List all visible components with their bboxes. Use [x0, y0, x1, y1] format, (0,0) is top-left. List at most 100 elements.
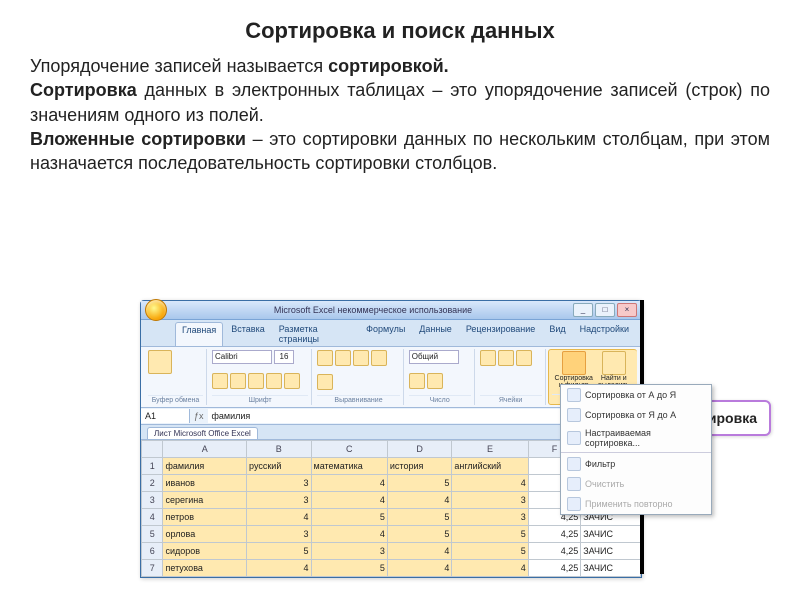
cell[interactable]: иванов [163, 475, 247, 492]
cell[interactable]: 4 [452, 475, 528, 492]
row-num[interactable]: 2 [142, 475, 163, 492]
filter-icon [567, 457, 581, 471]
cell[interactable]: 4 [311, 492, 387, 509]
bold-icon[interactable] [212, 373, 228, 389]
cell[interactable]: ЗАЧИС [581, 526, 641, 543]
slide: Сортировка и поиск данных Упорядочение з… [0, 0, 800, 600]
tab-data[interactable]: Данные [413, 322, 458, 346]
cell[interactable]: история [387, 458, 451, 475]
cell[interactable]: фамилия [163, 458, 247, 475]
cell[interactable]: 4 [387, 492, 451, 509]
cell[interactable]: петухова [163, 560, 247, 577]
cell[interactable]: 4 [311, 526, 387, 543]
cell[interactable]: 5 [247, 543, 311, 560]
delete-cell-icon[interactable] [498, 350, 514, 366]
minimize-button[interactable]: _ [573, 303, 593, 317]
row-num[interactable]: 4 [142, 509, 163, 526]
cell[interactable]: 5 [387, 475, 451, 492]
cell[interactable]: орлова [163, 526, 247, 543]
cell[interactable]: 4 [387, 560, 451, 577]
font-size-box[interactable]: 16 [274, 350, 294, 364]
cell[interactable]: 4,25 [528, 543, 581, 560]
cell[interactable]: 4,25 [528, 526, 581, 543]
close-button[interactable]: × [617, 303, 637, 317]
tab-layout[interactable]: Разметка страницы [273, 322, 358, 346]
body-text: Упорядочение записей называется сортиров… [0, 54, 800, 185]
excel-screenshot: Microsoft Excel некоммерческое использов… [140, 300, 640, 578]
ribbon-tabs: Главная Вставка Разметка страницы Формул… [141, 320, 641, 346]
corner-cell[interactable] [142, 441, 163, 458]
tab-view[interactable]: Вид [543, 322, 571, 346]
cell[interactable]: 4 [247, 560, 311, 577]
cell[interactable]: ЗАЧИС [581, 560, 641, 577]
italic-icon[interactable] [230, 373, 246, 389]
cell[interactable]: 5 [452, 543, 528, 560]
menu-sort-za[interactable]: Сортировка от Я до А [561, 405, 711, 425]
cell[interactable]: 4,25 [528, 560, 581, 577]
number-format-box[interactable]: Общий [409, 350, 459, 364]
p1a: Упорядочение записей называется [30, 56, 328, 76]
col-B[interactable]: B [247, 441, 311, 458]
fill-color-icon[interactable] [266, 373, 282, 389]
cell[interactable]: 3 [311, 543, 387, 560]
cell[interactable]: сидоров [163, 543, 247, 560]
menu-clear-label: Очистить [585, 479, 624, 489]
sheet-tab[interactable]: Лист Microsoft Office Excel [147, 427, 258, 439]
cell[interactable]: 4 [387, 543, 451, 560]
cell[interactable]: 4 [311, 475, 387, 492]
tab-addins[interactable]: Надстройки [574, 322, 635, 346]
col-D[interactable]: D [387, 441, 451, 458]
office-button-icon[interactable] [145, 299, 167, 321]
name-box[interactable]: A1 [141, 409, 190, 423]
font-name-box[interactable]: Calibri [212, 350, 272, 364]
percent-icon[interactable] [409, 373, 425, 389]
comma-icon[interactable] [427, 373, 443, 389]
tab-home[interactable]: Главная [175, 322, 223, 346]
align-center-icon[interactable] [335, 350, 351, 366]
cell[interactable]: 4 [452, 560, 528, 577]
col-E[interactable]: E [452, 441, 528, 458]
cell[interactable]: 5 [387, 526, 451, 543]
cell[interactable]: ЗАЧИС [581, 543, 641, 560]
cell[interactable]: 5 [311, 509, 387, 526]
format-cell-icon[interactable] [516, 350, 532, 366]
tab-review[interactable]: Рецензирование [460, 322, 542, 346]
cell[interactable]: 3 [247, 526, 311, 543]
menu-sort-az[interactable]: Сортировка от А до Я [561, 385, 711, 405]
wrap-text-icon[interactable] [371, 350, 387, 366]
row-num[interactable]: 6 [142, 543, 163, 560]
cell[interactable]: 5 [311, 560, 387, 577]
cell[interactable]: 3 [452, 509, 528, 526]
cell[interactable]: 5 [452, 526, 528, 543]
titlebar: Microsoft Excel некоммерческое использов… [141, 301, 641, 320]
cell[interactable]: 4 [247, 509, 311, 526]
align-left-icon[interactable] [317, 350, 333, 366]
cell[interactable]: русский [247, 458, 311, 475]
menu-sort-custom[interactable]: Настраиваемая сортировка... [561, 425, 711, 451]
col-A[interactable]: A [163, 441, 247, 458]
cell[interactable]: математика [311, 458, 387, 475]
underline-icon[interactable] [248, 373, 264, 389]
fx-icon[interactable]: ƒx [190, 411, 208, 421]
row-num[interactable]: 3 [142, 492, 163, 509]
cell[interactable]: 3 [247, 492, 311, 509]
font-color-icon[interactable] [284, 373, 300, 389]
paste-icon[interactable] [148, 350, 172, 374]
cell[interactable]: 3 [452, 492, 528, 509]
align-right-icon[interactable] [353, 350, 369, 366]
cell[interactable]: 5 [387, 509, 451, 526]
menu-filter[interactable]: Фильтр [561, 454, 711, 474]
tab-insert[interactable]: Вставка [225, 322, 270, 346]
row-num[interactable]: 5 [142, 526, 163, 543]
maximize-button[interactable]: □ [595, 303, 615, 317]
col-C[interactable]: C [311, 441, 387, 458]
cell[interactable]: 3 [247, 475, 311, 492]
tab-formulas[interactable]: Формулы [360, 322, 411, 346]
cell[interactable]: петров [163, 509, 247, 526]
row-num[interactable]: 7 [142, 560, 163, 577]
cell[interactable]: английский [452, 458, 528, 475]
insert-cell-icon[interactable] [480, 350, 496, 366]
merge-icon[interactable] [317, 374, 333, 390]
cell[interactable]: серегина [163, 492, 247, 509]
row-1-num[interactable]: 1 [142, 458, 163, 475]
